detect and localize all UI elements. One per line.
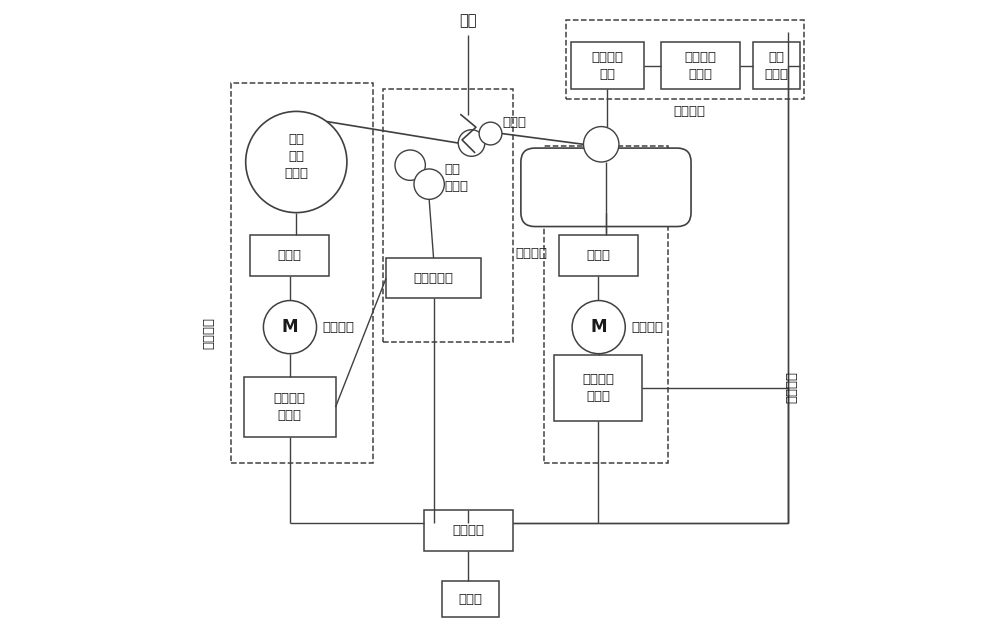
Text: 张力
传感器: 张力 传感器 xyxy=(444,163,468,193)
Text: 超导
线材
放线盘: 超导 线材 放线盘 xyxy=(284,133,308,181)
Text: 两轴步进
电机: 两轴步进 电机 xyxy=(591,51,623,81)
Text: 放卷伺服
驱动器: 放卷伺服 驱动器 xyxy=(274,392,306,422)
FancyBboxPatch shape xyxy=(559,235,638,276)
Text: 液晶屏: 液晶屏 xyxy=(458,593,482,605)
Circle shape xyxy=(263,301,317,354)
Text: 收卷装置: 收卷装置 xyxy=(786,371,799,403)
Text: 伺服电机: 伺服电机 xyxy=(323,321,355,333)
FancyBboxPatch shape xyxy=(521,148,691,226)
FancyBboxPatch shape xyxy=(661,42,740,89)
Text: 减速机: 减速机 xyxy=(586,249,610,262)
Circle shape xyxy=(414,169,444,199)
Text: 放卷装置: 放卷装置 xyxy=(202,317,215,349)
FancyBboxPatch shape xyxy=(424,510,513,551)
FancyBboxPatch shape xyxy=(753,42,800,89)
Circle shape xyxy=(479,122,502,145)
Text: 张力变送器: 张力变送器 xyxy=(414,271,454,285)
Circle shape xyxy=(572,301,625,354)
Text: M: M xyxy=(282,318,298,336)
Circle shape xyxy=(458,130,485,157)
FancyBboxPatch shape xyxy=(554,355,642,422)
Text: 收卷伺服
驱动器: 收卷伺服 驱动器 xyxy=(582,373,614,403)
Circle shape xyxy=(395,150,425,180)
Text: M: M xyxy=(590,318,607,336)
FancyBboxPatch shape xyxy=(386,258,481,298)
Circle shape xyxy=(246,112,347,212)
Text: 压线装置: 压线装置 xyxy=(674,105,706,118)
FancyBboxPatch shape xyxy=(250,235,329,276)
Circle shape xyxy=(584,127,619,162)
Text: 控制系统: 控制系统 xyxy=(452,524,484,537)
Text: 压线
控制器: 压线 控制器 xyxy=(765,51,789,81)
Text: 检测系统: 检测系统 xyxy=(516,247,548,260)
Text: 涂胶: 涂胶 xyxy=(460,13,477,29)
Text: 两轴步进
驱动器: 两轴步进 驱动器 xyxy=(685,51,717,81)
Text: 伺服电机: 伺服电机 xyxy=(632,321,664,333)
Text: 导线轮: 导线轮 xyxy=(503,115,527,129)
FancyBboxPatch shape xyxy=(442,581,499,618)
Text: 减速机: 减速机 xyxy=(278,249,302,262)
FancyBboxPatch shape xyxy=(571,42,644,89)
FancyBboxPatch shape xyxy=(244,377,336,437)
